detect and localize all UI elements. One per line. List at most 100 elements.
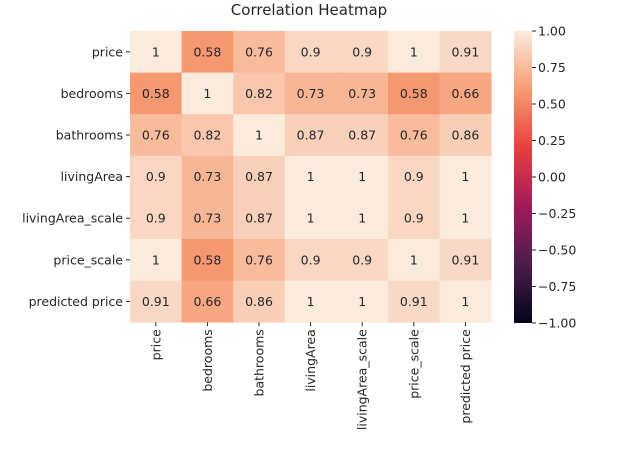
heatmap-cell xyxy=(336,197,389,240)
colorbar-gradient xyxy=(514,31,532,323)
cell-annotation: 0.82 xyxy=(193,128,221,143)
column-label: price xyxy=(148,329,163,360)
cell-annotation: 1 xyxy=(203,86,211,101)
heatmap-cell xyxy=(233,72,286,115)
cell-annotation: 0.9 xyxy=(404,169,424,184)
heatmap-cells xyxy=(130,31,492,323)
cell-annotation: 0.66 xyxy=(451,86,479,101)
colorbar-tick-label: −1.00 xyxy=(538,316,576,331)
cell-annotation: 0.82 xyxy=(245,86,273,101)
cell-annotation: 1 xyxy=(307,169,315,184)
cell-annotation: 1 xyxy=(307,294,315,309)
column-label: livingArea_scale xyxy=(355,329,370,430)
heatmap-cell xyxy=(233,280,286,323)
heatmap-cell xyxy=(439,72,492,115)
cell-annotation: 0.76 xyxy=(245,44,273,59)
heatmap-cell xyxy=(130,72,182,115)
heatmap-cell xyxy=(181,72,234,115)
heatmap-cell xyxy=(388,155,440,198)
heatmap-cell xyxy=(181,280,234,323)
row-label: livingArea xyxy=(61,169,123,184)
cell-annotation: 0.9 xyxy=(301,252,321,267)
cell-annotation: 0.73 xyxy=(193,169,221,184)
cell-annotation: 0.76 xyxy=(400,128,428,143)
heatmap-annotations: 1 0.58 0.76 0.9 0.9 1 0.910.58 1 0.82 0.73 0.73 0.5… xyxy=(142,44,479,309)
cell-annotation: 0.9 xyxy=(352,252,372,267)
heatmap-cell xyxy=(233,197,286,240)
heatmap-cell xyxy=(130,280,182,323)
cell-annotation: 0.66 xyxy=(193,294,221,309)
heatmap-cell xyxy=(181,155,234,198)
heatmap-cell xyxy=(233,114,286,157)
colorbar-tick-label: 0.25 xyxy=(538,133,566,148)
cell-annotation: 0.87 xyxy=(348,128,376,143)
cell-annotation: 0.9 xyxy=(146,169,166,184)
cell-annotation: 0.73 xyxy=(348,86,376,101)
heatmap-cell xyxy=(336,114,389,157)
heatmap-cell xyxy=(130,114,182,157)
cell-annotation: 0.9 xyxy=(352,44,372,59)
heatmap-cell xyxy=(284,280,337,323)
colorbar-tick-label: −0.25 xyxy=(538,206,576,221)
cell-annotation: 1 xyxy=(255,128,263,143)
heatmap-cell xyxy=(284,197,337,240)
cell-annotation: 1 xyxy=(461,169,469,184)
cell-annotation: 1 xyxy=(152,44,160,59)
colorbar-tick-label: −0.75 xyxy=(538,279,576,294)
heatmap-cell xyxy=(388,72,440,115)
cell-annotation: 0.87 xyxy=(245,211,273,226)
colorbar-tick-label: 0.75 xyxy=(538,60,566,75)
heatmap-cell xyxy=(284,31,337,73)
cell-annotation: 0.9 xyxy=(301,44,321,59)
cell-annotation: 1 xyxy=(461,294,469,309)
cell-annotation: 0.58 xyxy=(142,86,170,101)
heatmap-cell xyxy=(388,31,440,73)
cell-annotation: 1 xyxy=(307,211,315,226)
cell-annotation: 0.91 xyxy=(451,252,479,267)
heatmap-cell xyxy=(181,114,234,157)
column-label: livingArea xyxy=(303,329,318,391)
row-label: bedrooms xyxy=(61,86,123,101)
cell-annotation: 1 xyxy=(358,211,366,226)
heatmap-cell xyxy=(284,239,337,281)
cell-annotation: 0.9 xyxy=(146,211,166,226)
cell-annotation: 1 xyxy=(410,252,418,267)
column-label: bedrooms xyxy=(200,329,215,391)
heatmap-cell xyxy=(130,239,182,281)
cell-annotation: 0.76 xyxy=(142,128,170,143)
heatmap-cell xyxy=(336,31,389,73)
colorbar-tick-label: 0.00 xyxy=(538,170,566,185)
heatmap-cell xyxy=(181,31,234,73)
heatmap-cell xyxy=(388,280,440,323)
heatmap-cell xyxy=(388,239,440,281)
colorbar: 1.00 0.75 0.50 0.25 0.00 −0.25 −0.50 −0.75 −1.00 xyxy=(514,24,576,331)
heatmap-cell xyxy=(130,197,182,240)
cell-annotation: 0.87 xyxy=(297,128,325,143)
chart-title: Correlation Heatmap xyxy=(231,1,387,19)
heatmap-cell xyxy=(181,197,234,240)
heatmap-cell xyxy=(233,155,286,198)
cell-annotation: 0.9 xyxy=(404,211,424,226)
heatmap-cell xyxy=(439,155,492,198)
heatmap-cell xyxy=(439,114,492,157)
heatmap-cell xyxy=(284,155,337,198)
row-label: bathrooms xyxy=(56,128,123,143)
cell-annotation: 0.86 xyxy=(451,128,479,143)
cell-annotation: 0.91 xyxy=(142,294,170,309)
heatmap-cell xyxy=(439,239,492,281)
colorbar-tick-label: 1.00 xyxy=(538,24,566,39)
heatmap-cell xyxy=(181,239,234,281)
cell-annotation: 0.73 xyxy=(297,86,325,101)
heatmap-cell xyxy=(336,239,389,281)
cell-annotation: 1 xyxy=(358,294,366,309)
heatmap-cell xyxy=(130,155,182,198)
heatmap-cell xyxy=(439,280,492,323)
heatmap-cell xyxy=(130,31,182,73)
cell-annotation: 1 xyxy=(152,252,160,267)
cell-annotation: 0.91 xyxy=(451,44,479,59)
cell-annotation: 0.58 xyxy=(400,86,428,101)
cell-annotation: 0.58 xyxy=(193,252,221,267)
column-label: bathrooms xyxy=(252,329,267,396)
cell-annotation: 0.73 xyxy=(193,211,221,226)
